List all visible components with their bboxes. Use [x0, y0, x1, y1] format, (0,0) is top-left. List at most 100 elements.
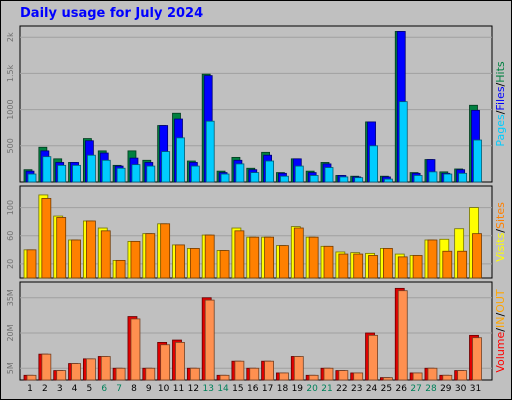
x-tick-day-17: 17: [262, 384, 273, 394]
bar-out-day-3: [56, 370, 67, 381]
bar-out-day-25: [382, 377, 393, 381]
bar-pages-day-11: [176, 137, 185, 183]
bar-pages-day-24: [369, 145, 378, 183]
x-tick-day-5: 5: [87, 384, 93, 394]
bar-pages-day-22: [339, 176, 349, 183]
bar-out-day-4: [71, 363, 81, 381]
bar-out-day-18: [279, 372, 289, 381]
bar-sites-day-28: [427, 239, 438, 279]
bar-out-day-6: [100, 356, 111, 381]
bar-sites-day-12: [189, 248, 200, 279]
x-tick-day-26: 26: [396, 384, 408, 394]
bar-pages-day-23: [354, 177, 364, 183]
bar-sites-day-13: [204, 234, 215, 279]
bar-pages-day-10: [161, 151, 171, 183]
bar-pages-day-6: [101, 159, 111, 183]
bar-out-day-21: [323, 367, 334, 381]
panel-1-legend: Pages/Files/Hits: [494, 61, 507, 147]
x-tick-day-12: 12: [188, 384, 199, 394]
bar-out-day-10: [160, 344, 171, 381]
x-tick-day-27: 27: [410, 384, 421, 394]
legend-separator: /: [494, 110, 507, 114]
bar-sites-day-8: [130, 240, 141, 279]
x-tick-day-4: 4: [72, 384, 78, 394]
bar-pages-day-5: [87, 154, 96, 183]
legend-visits: Visits: [494, 232, 507, 261]
bar-out-day-2: [41, 353, 52, 381]
bar-out-day-17: [264, 360, 275, 381]
bar-pages-day-21: [324, 167, 334, 183]
y-tick-label: 20: [6, 259, 15, 269]
bar-sites-day-21: [323, 245, 334, 279]
legend-separator: /: [494, 313, 507, 317]
bar-sites-day-22: [338, 253, 349, 279]
legend-separator: /: [494, 82, 507, 86]
legend-in: IN: [494, 317, 507, 328]
y-tick-label: 60: [6, 231, 15, 241]
x-tick-day-18: 18: [277, 384, 289, 394]
bar-sites-day-3: [56, 217, 67, 279]
bar-pages-day-27: [413, 175, 423, 183]
bar-out-day-30: [457, 370, 468, 381]
bar-pages-day-17: [265, 160, 275, 183]
bar-out-day-31: [472, 337, 482, 381]
bar-sites-day-19: [293, 227, 304, 279]
bar-pages-day-20: [309, 175, 319, 183]
x-tick-day-6: 6: [101, 384, 107, 394]
bar-out-day-11: [175, 341, 185, 381]
bar-out-day-27: [412, 372, 423, 381]
y-tick-label: 100: [6, 200, 15, 215]
bar-out-day-5: [86, 358, 96, 381]
x-tick-day-13: 13: [202, 384, 213, 394]
bar-out-day-16: [249, 367, 260, 381]
x-tick-day-16: 16: [247, 384, 259, 394]
bar-pages-day-30: [458, 172, 468, 183]
bar-pages-day-29: [443, 173, 453, 183]
bar-sites-day-30: [457, 250, 468, 279]
bar-out-day-12: [189, 367, 200, 381]
bar-pages-day-4: [72, 164, 81, 183]
bar-sites-day-6: [100, 230, 111, 279]
chart-title: Daily usage for July 2024: [20, 6, 204, 21]
bar-pages-day-19: [294, 165, 304, 183]
bar-pages-day-28: [428, 171, 438, 183]
bar-out-day-15: [234, 360, 245, 381]
bar-pages-day-16: [250, 172, 260, 183]
bar-out-day-22: [338, 370, 349, 381]
x-tick-day-2: 2: [42, 384, 48, 394]
x-tick-day-14: 14: [217, 384, 229, 394]
bar-pages-day-8: [131, 164, 141, 183]
bar-out-day-26: [397, 290, 408, 381]
bar-sites-day-16: [249, 236, 260, 279]
bar-pages-day-25: [383, 178, 393, 183]
bar-out-day-7: [115, 367, 126, 381]
x-tick-day-24: 24: [366, 384, 378, 394]
panel-2-legend: Visits/Sites: [494, 202, 507, 262]
legend-sites: Sites: [494, 202, 507, 229]
x-tick-day-30: 30: [455, 384, 467, 394]
bar-pages-day-3: [57, 164, 67, 183]
bar-sites-day-26: [397, 256, 408, 279]
bar-sites-day-9: [145, 233, 156, 279]
bar-sites-day-5: [86, 220, 96, 279]
bar-out-day-28: [427, 367, 438, 381]
bar-out-day-23: [353, 372, 364, 381]
y-tick-label: 2k: [6, 32, 15, 42]
bar-out-day-20: [308, 374, 319, 381]
x-tick-day-8: 8: [131, 384, 137, 394]
y-tick-label: 35M: [6, 289, 15, 306]
bar-pages-day-2: [42, 156, 52, 183]
bar-out-day-8: [130, 318, 141, 381]
bar-out-day-13: [204, 299, 215, 381]
y-tick-label: 500: [6, 138, 15, 153]
y-tick-label: 1000: [6, 99, 15, 119]
bar-out-day-24: [368, 334, 378, 381]
bar-sites-day-17: [264, 236, 275, 279]
x-tick-day-22: 22: [336, 384, 347, 394]
y-tick-label: 20M: [6, 324, 15, 341]
bar-sites-day-4: [71, 239, 81, 279]
bar-out-day-14: [219, 374, 230, 381]
